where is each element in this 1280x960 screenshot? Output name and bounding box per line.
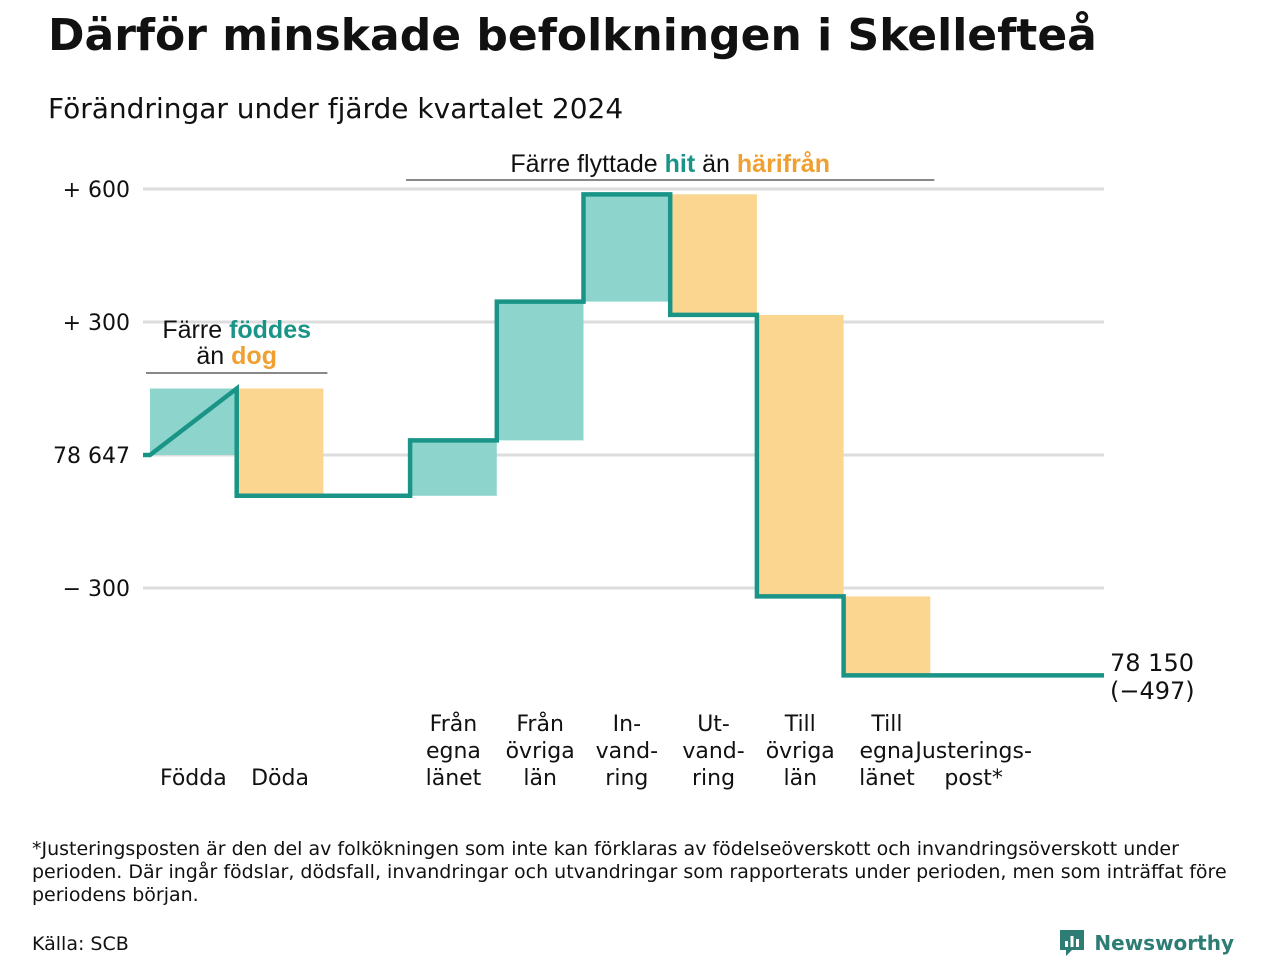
x-tick-label: Ut- xyxy=(697,712,730,737)
x-tick-label: egna xyxy=(859,739,914,764)
annotation-migration: Färre flyttade hit än härifrån xyxy=(510,150,830,178)
x-tick-label: Från xyxy=(516,711,564,737)
gridlines xyxy=(143,187,1104,590)
x-tick-label: Födda xyxy=(160,766,227,791)
x-tick-label: In- xyxy=(613,712,641,737)
annotation-highlight-from-here: härifrån xyxy=(737,150,830,178)
x-tick-label: Från xyxy=(430,711,478,737)
waterfall-bar xyxy=(756,314,844,597)
y-tick-label: 78 647 xyxy=(53,444,130,469)
annotation-text: än xyxy=(196,342,231,370)
footnote: *Justeringsposten är den del av folkökni… xyxy=(32,838,1227,906)
x-tick-label: ring xyxy=(692,766,735,791)
end-change-label: (−497) xyxy=(1110,677,1195,705)
waterfall-bar xyxy=(843,596,931,676)
annotation-highlight-here: hit xyxy=(665,150,696,178)
end-value-label: 78 150 xyxy=(1110,649,1194,677)
cumulative-step-line xyxy=(143,192,1104,678)
annotation-births-line1: Färre föddes xyxy=(162,316,311,344)
waterfall-bar xyxy=(670,194,757,315)
waterfall-bar xyxy=(496,301,584,441)
x-tick-label: övriga xyxy=(506,739,575,764)
source-text: Källa: SCB xyxy=(32,933,129,955)
x-tick-label: övriga xyxy=(766,739,835,764)
x-tick-label: län xyxy=(523,766,557,791)
y-tick-label: + 300 xyxy=(63,311,130,336)
step-line xyxy=(143,192,1104,678)
x-tick-label: Justerings- xyxy=(913,739,1032,764)
newsworthy-logo-icon xyxy=(1060,930,1085,956)
x-tick-label: länet xyxy=(426,766,482,791)
annotation-text: Färre flyttade xyxy=(510,150,664,178)
x-tick-label: Döda xyxy=(251,766,309,791)
waterfall-bar xyxy=(236,388,324,496)
brand-name: Newsworthy xyxy=(1094,931,1234,955)
x-tick-label: vand- xyxy=(682,739,744,764)
x-tick-label: egna xyxy=(426,739,481,764)
chart-title: Därför minskade befolkningen i Skellefte… xyxy=(48,10,1097,61)
brand-logo: Newsworthy xyxy=(1058,928,1234,958)
y-tick-label: + 600 xyxy=(63,178,130,203)
annotation-highlight-born: föddes xyxy=(229,316,311,344)
waterfall-bar xyxy=(410,440,497,496)
annotation-text: Färre xyxy=(162,316,229,344)
annotation-text: än xyxy=(695,150,737,178)
x-tick-label: ring xyxy=(605,766,648,791)
x-tick-label: län xyxy=(783,766,817,791)
annotation-highlight-died: dog xyxy=(231,342,277,370)
bars xyxy=(150,194,931,676)
x-tick-label: post* xyxy=(944,766,1003,791)
y-axis-labels: + 600 + 300 78 647 − 300 xyxy=(53,178,130,602)
x-axis-labels: Födda DödaFrånegnalänetFrånövrigalänIn-va… xyxy=(160,711,1032,791)
x-tick-label: Till xyxy=(870,712,902,737)
waterfall-bar xyxy=(583,194,671,302)
y-tick-label: − 300 xyxy=(63,577,130,602)
x-tick-label: vand- xyxy=(596,739,658,764)
annotation-births-line2: än dog xyxy=(196,342,277,370)
chart-subtitle: Förändringar under fjärde kvartalet 2024 xyxy=(48,92,624,125)
x-tick-label: Till xyxy=(784,712,816,737)
x-tick-label: länet xyxy=(859,766,915,791)
